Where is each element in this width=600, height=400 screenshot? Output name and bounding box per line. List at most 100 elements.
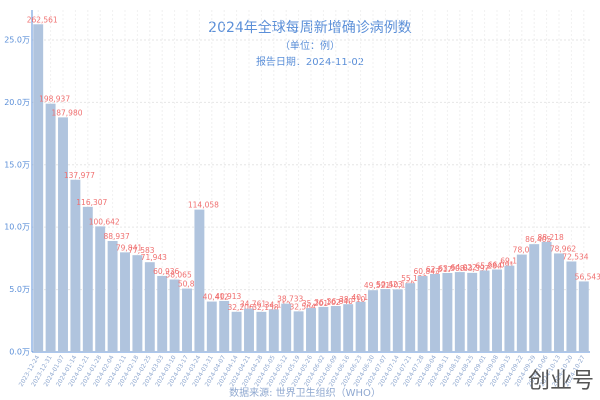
y-tick-label: 0.0万 <box>9 348 30 357</box>
value-label: 62,517 <box>426 265 452 274</box>
chart-title: 2024年全球每周新增确诊病例数 <box>208 19 412 36</box>
value-label: 78,045 <box>513 246 539 255</box>
bar <box>132 255 143 352</box>
value-label: 55,120 <box>401 274 427 283</box>
bar <box>578 281 589 352</box>
bar <box>293 311 304 352</box>
value-label: 49,521 <box>364 281 390 290</box>
value-label: 88,937 <box>103 232 129 241</box>
y-tick-label: 20.0万 <box>4 98 30 107</box>
bar <box>380 289 391 352</box>
bar <box>306 308 316 352</box>
bar <box>405 283 416 352</box>
bar <box>231 311 242 352</box>
bar <box>157 275 168 352</box>
bar <box>392 289 403 352</box>
bar <box>516 254 527 352</box>
value-label: 137,977 <box>64 171 95 180</box>
value-label: 187,980 <box>51 108 82 117</box>
bar <box>219 300 230 352</box>
value-label: 38,310 <box>339 295 365 304</box>
value-label: 64,022 <box>451 263 477 272</box>
bar <box>442 272 453 352</box>
value-label: 198,937 <box>39 95 70 104</box>
subtitle: （单位：例） <box>280 39 340 52</box>
y-tick-label: 10.0万 <box>4 223 30 232</box>
value-label: 77,583 <box>128 246 154 255</box>
value-label: 36,840 <box>327 297 353 306</box>
value-label: 40,913 <box>215 292 241 301</box>
bar <box>33 24 44 353</box>
value-label: 32,206 <box>227 303 253 312</box>
value-label: 50,168 <box>389 280 415 289</box>
value-label: 114,058 <box>188 201 219 210</box>
bar <box>206 301 217 352</box>
bar <box>45 103 56 352</box>
value-label: 32,158 <box>252 303 278 312</box>
value-label: 50,423 <box>376 280 402 289</box>
value-label: 56,543 <box>575 272 600 281</box>
value-label: 32,564 <box>289 302 315 311</box>
bar <box>554 253 564 352</box>
value-label: 40,188 <box>351 293 377 302</box>
bar <box>430 273 440 352</box>
value-label: 86,405 <box>525 235 551 244</box>
bar <box>541 241 552 352</box>
bar <box>467 272 478 352</box>
value-label: 69,153 <box>500 257 526 266</box>
bar <box>182 288 192 352</box>
bar <box>120 252 130 352</box>
value-label: 34,112 <box>265 300 291 309</box>
value-label: 116,307 <box>76 198 107 207</box>
bar <box>169 279 180 352</box>
bar <box>107 240 118 352</box>
bar <box>318 306 329 352</box>
bar <box>492 269 502 352</box>
bar <box>355 301 366 352</box>
value-label: 262,561 <box>27 15 58 24</box>
watermark: 创业号 <box>528 369 594 394</box>
bar <box>343 304 354 352</box>
value-label: 58,065 <box>165 271 191 280</box>
source: 数据来源: 世界卫生组织（WHO） <box>229 386 381 399</box>
value-label: 50,816 <box>178 280 204 289</box>
value-label: 88,218 <box>537 233 563 242</box>
bar <box>454 272 465 352</box>
bar <box>194 209 205 352</box>
bar <box>268 309 279 352</box>
bar <box>144 262 155 352</box>
bar <box>368 290 378 352</box>
y-tick-label: 15.0万 <box>4 160 30 169</box>
value-label: 71,943 <box>141 253 167 262</box>
bar <box>256 311 267 352</box>
value-label: 36,102 <box>314 298 340 307</box>
value-label: 38,733 <box>277 295 303 304</box>
value-label: 63,308 <box>438 264 464 273</box>
value-label: 34,761 <box>240 300 266 309</box>
bar <box>504 265 515 352</box>
value-label: 60,843 <box>413 267 439 276</box>
value-label: 100,642 <box>89 217 120 226</box>
bar <box>529 244 540 352</box>
value-label: 78,962 <box>550 244 576 253</box>
value-label: 60,936 <box>153 267 179 276</box>
bar <box>417 276 428 352</box>
bar <box>330 306 341 352</box>
bar <box>95 226 106 352</box>
bar <box>479 270 490 352</box>
y-tick-label: 25.0万 <box>4 35 30 44</box>
value-label: 65,284 <box>475 262 501 271</box>
bar <box>566 261 577 352</box>
value-label: 72,534 <box>562 252 588 261</box>
bar <box>82 206 93 352</box>
bar <box>70 179 81 352</box>
y-tick-label: 5.0万 <box>9 285 30 294</box>
value-label: 66,091 <box>488 261 514 270</box>
bar <box>244 308 254 352</box>
bar <box>58 117 68 352</box>
value-label: 79,841 <box>116 243 142 252</box>
bar <box>281 303 292 352</box>
value-label: 35,201 <box>302 299 328 308</box>
value-label: 63,397 <box>463 264 489 273</box>
